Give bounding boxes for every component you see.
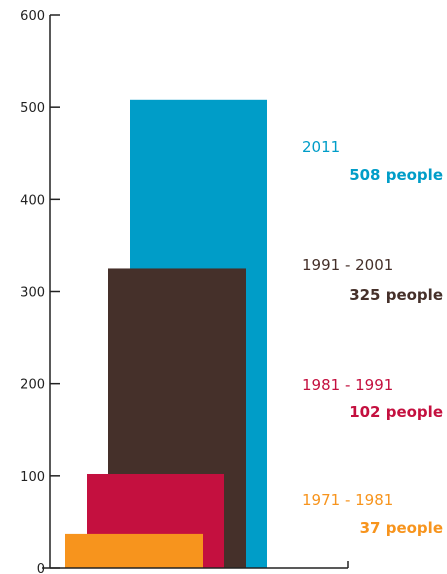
series-period-label: 1991 - 2001	[302, 256, 393, 274]
series-value-label: 325 people	[349, 286, 443, 304]
series-labels-layer: 2011 508 people 1991 - 2001 325 people 1981 …	[302, 138, 443, 537]
axes-layer: 0 100 200 300 400 500 600	[20, 9, 349, 574]
y-tick-label: 200	[20, 378, 45, 393]
y-tick-label: 300	[20, 286, 45, 301]
y-tick-label: 0	[37, 562, 45, 574]
y-tick-label: 100	[20, 470, 45, 485]
series-value-label: 37 people	[360, 519, 443, 537]
series-period-label: 1981 - 1991	[302, 376, 393, 394]
bar-4	[65, 533, 203, 568]
y-tick-label: 600	[20, 9, 45, 24]
bars-layer	[65, 99, 267, 568]
y-tick-label: 400	[20, 193, 45, 208]
series-period-label: 2011	[302, 138, 340, 156]
series-value-label: 508 people	[349, 166, 443, 184]
series-value-label: 102 people	[349, 403, 443, 421]
y-tick-label: 500	[20, 101, 45, 116]
series-period-label: 1971 - 1981	[302, 491, 393, 509]
